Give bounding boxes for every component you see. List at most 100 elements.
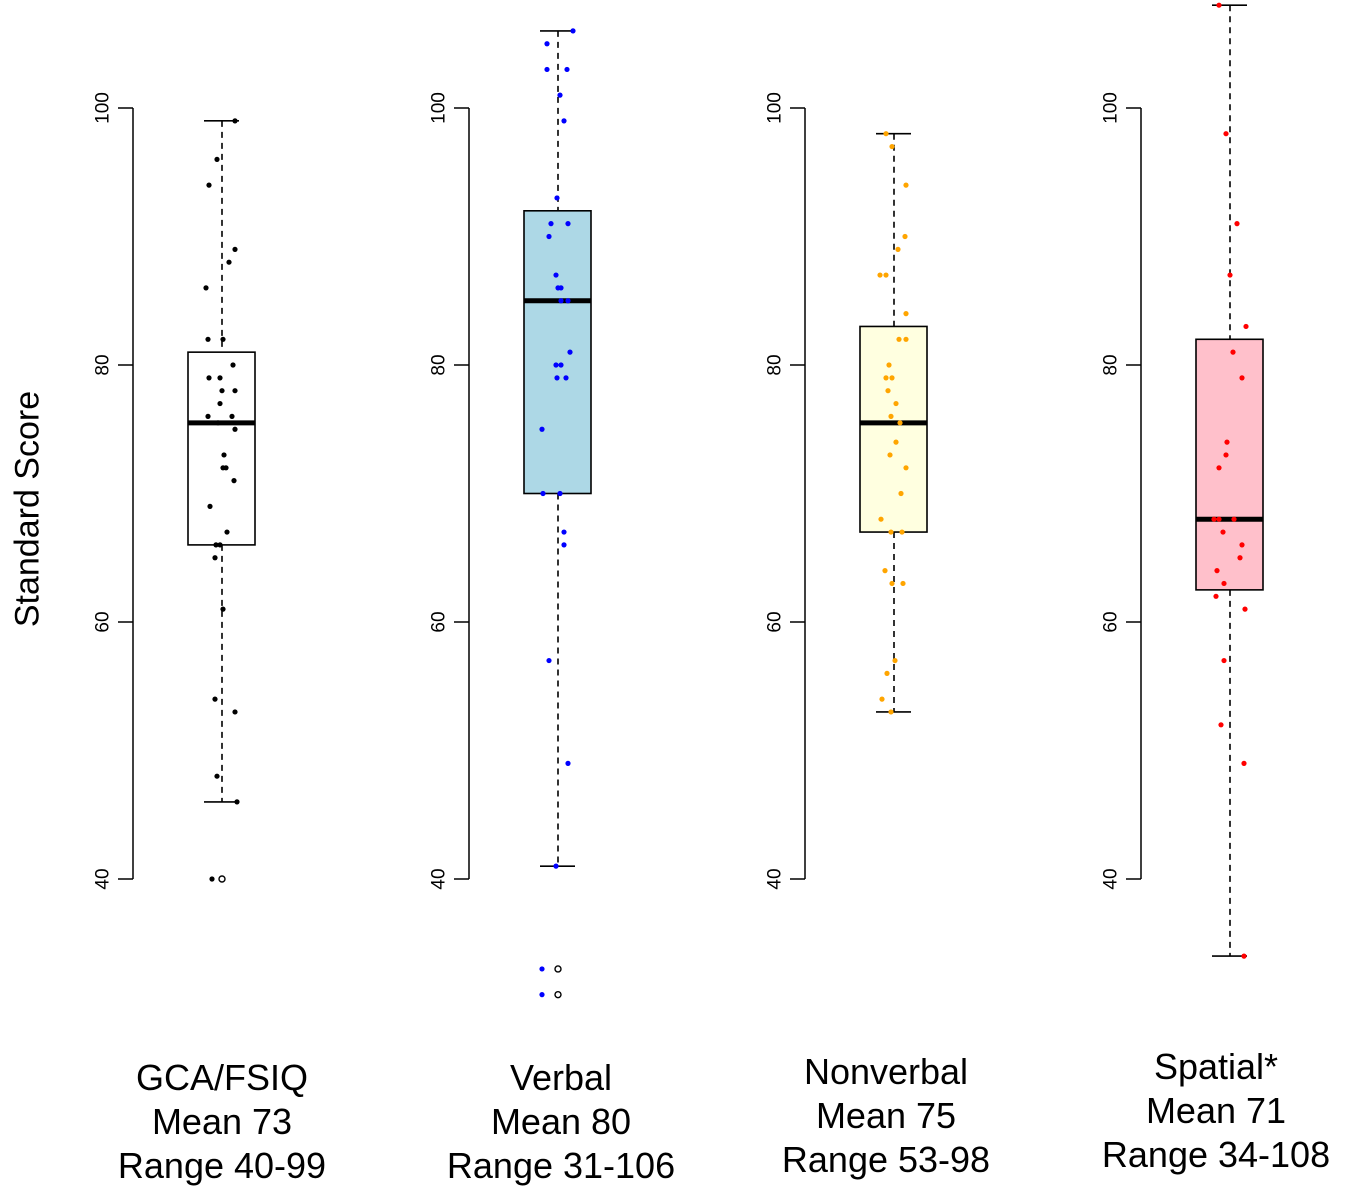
data-point <box>889 143 895 150</box>
data-point <box>540 490 546 497</box>
y-tick-label: 40 <box>429 868 450 889</box>
data-point <box>553 272 559 278</box>
panel-name: Nonverbal <box>803 1051 969 1092</box>
data-point <box>1220 529 1226 535</box>
data-point <box>892 657 898 664</box>
data-point <box>203 285 209 291</box>
data-point <box>903 336 909 342</box>
data-point <box>888 413 894 419</box>
data-point <box>224 529 230 535</box>
data-point <box>229 413 235 419</box>
panel-mean: Mean 80 <box>490 1101 632 1142</box>
data-point <box>1239 542 1245 548</box>
data-point <box>564 66 570 73</box>
data-point <box>895 246 901 252</box>
data-point <box>1221 580 1227 587</box>
y-axis-label: Standard Score <box>8 390 47 628</box>
y-tick-label: 60 <box>765 611 786 632</box>
data-point <box>1237 555 1243 561</box>
y-tick-label: 80 <box>93 354 114 375</box>
data-point <box>1211 516 1217 522</box>
data-point <box>888 529 894 535</box>
data-point <box>1242 606 1248 612</box>
data-point <box>1213 593 1219 599</box>
data-point <box>879 696 885 702</box>
data-point <box>213 542 219 548</box>
panel-caption-verbal: Verbal Mean 80 Range 31-106 <box>411 1056 711 1188</box>
outlier-point <box>554 990 562 999</box>
data-point <box>882 568 888 574</box>
data-point <box>223 465 229 471</box>
outlier-point <box>218 875 226 883</box>
panel-name: Spatial* <box>1153 1046 1279 1087</box>
data-point <box>1231 516 1237 522</box>
data-point <box>209 876 215 882</box>
data-point <box>226 259 232 265</box>
y-tick-label: 80 <box>429 354 450 375</box>
data-point <box>232 388 238 394</box>
data-point <box>889 580 895 587</box>
data-point <box>1224 439 1230 445</box>
data-point <box>548 221 554 227</box>
data-point <box>1216 2 1222 8</box>
data-point <box>883 131 889 137</box>
data-point <box>896 336 902 342</box>
data-point <box>217 400 223 407</box>
data-point <box>1241 760 1247 766</box>
data-point <box>232 709 238 715</box>
data-point <box>886 362 892 368</box>
data-point <box>897 420 903 426</box>
y-tick-label: 40 <box>93 868 114 889</box>
data-point <box>557 92 563 98</box>
data-point <box>232 118 238 124</box>
y-tick-label: 40 <box>765 868 786 889</box>
data-point <box>1243 323 1249 330</box>
y-tick-label: 60 <box>93 611 114 632</box>
panel-range: Range 31-106 <box>446 1145 676 1186</box>
data-point <box>539 426 545 432</box>
data-point <box>567 349 573 355</box>
panel-range: Range 40-99 <box>117 1145 327 1186</box>
data-point <box>558 285 564 291</box>
y-tick-label: 100 <box>429 92 450 124</box>
data-point <box>219 388 225 394</box>
y-tick-label: 60 <box>1101 611 1122 632</box>
data-point <box>561 529 567 535</box>
data-point <box>1216 465 1222 471</box>
data-point <box>212 555 218 561</box>
data-point <box>553 863 559 869</box>
y-tick-label: 100 <box>93 92 114 124</box>
y-tick-label: 40 <box>1101 868 1122 889</box>
data-point <box>565 760 571 766</box>
data-point <box>898 490 904 497</box>
data-point <box>1223 131 1229 137</box>
data-point <box>1234 221 1240 227</box>
panel-caption-spatial: Spatial* Mean 71 Range 34-108 <box>1066 1045 1366 1177</box>
data-point <box>231 478 237 484</box>
panel-mean: Mean 71 <box>1145 1090 1287 1131</box>
data-point <box>554 195 560 201</box>
data-point <box>1221 657 1227 664</box>
data-point <box>215 420 221 426</box>
data-point <box>878 516 884 522</box>
data-point <box>539 966 545 972</box>
data-point <box>220 336 226 342</box>
y-tick-label: 100 <box>1101 92 1122 124</box>
data-point <box>563 375 569 381</box>
data-point <box>553 362 559 368</box>
data-point <box>558 362 564 368</box>
data-point <box>893 400 899 407</box>
data-point <box>205 413 211 419</box>
data-point <box>217 375 223 381</box>
data-point <box>207 503 213 509</box>
data-point <box>883 375 889 381</box>
data-point <box>558 298 564 304</box>
data-point <box>561 118 567 124</box>
data-point <box>205 336 211 342</box>
data-point <box>570 28 576 34</box>
data-point <box>902 233 908 240</box>
data-point <box>212 696 218 702</box>
data-point <box>544 41 550 47</box>
data-point <box>903 465 909 471</box>
